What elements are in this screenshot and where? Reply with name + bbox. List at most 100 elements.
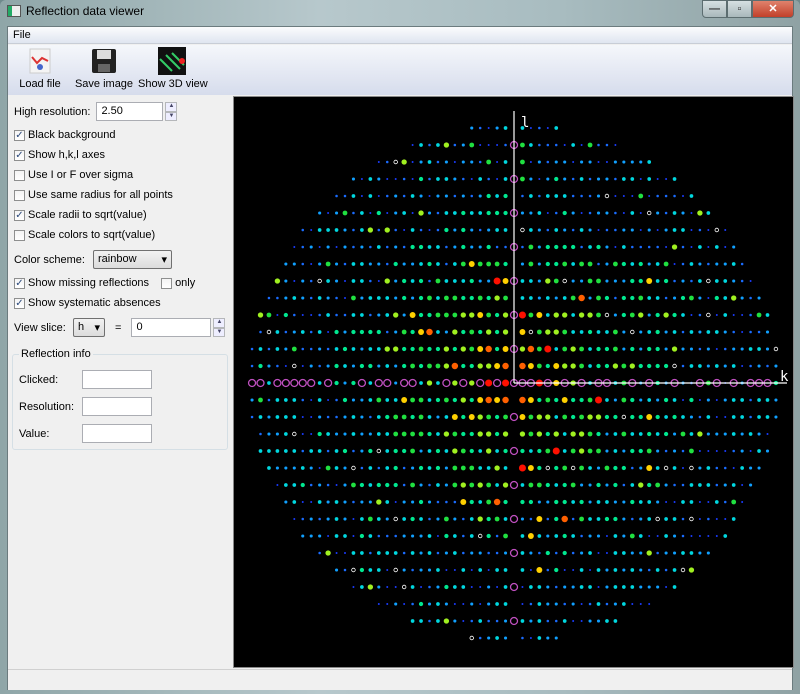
reflection-point xyxy=(385,160,389,164)
reflection-point xyxy=(360,500,364,504)
reflection-point xyxy=(688,567,695,573)
reflection-point xyxy=(622,330,626,334)
missing-reflection xyxy=(323,378,333,388)
reflection-point xyxy=(487,602,491,606)
status-bar xyxy=(8,669,792,690)
reflection-point xyxy=(580,245,583,249)
reflection-point xyxy=(571,279,575,283)
systematic-absence xyxy=(689,465,694,471)
reflection-viewer-canvas[interactable]: l k xyxy=(233,96,794,668)
show-missing-checkbox[interactable]: ✓ Show missing reflections xyxy=(14,277,150,289)
reflection-point xyxy=(470,194,474,198)
i-over-sigma-checkbox[interactable]: Use I or F over sigma xyxy=(14,169,133,181)
reflection-point xyxy=(656,229,659,231)
reflection-point xyxy=(258,397,263,403)
reflection-point xyxy=(394,211,398,215)
reflection-point xyxy=(411,178,414,180)
reflection-point xyxy=(309,364,313,368)
reflection-point xyxy=(588,347,592,351)
reflection-point xyxy=(605,398,609,402)
reflection-point xyxy=(706,211,711,215)
reflection-point xyxy=(301,433,304,435)
reflection-point xyxy=(536,567,543,573)
reflection-point xyxy=(309,330,313,334)
reflection-point xyxy=(731,398,736,402)
reflection-point xyxy=(554,228,559,232)
reflection-point xyxy=(486,466,491,470)
reflection-point xyxy=(578,431,585,437)
reflection-point xyxy=(587,278,593,284)
show-3d-view-button[interactable]: Show 3D view xyxy=(138,47,208,90)
high-resolution-input[interactable]: 2.50 xyxy=(96,102,164,121)
black-background-checkbox[interactable]: ✓ Black background xyxy=(14,129,116,141)
reflection-point xyxy=(352,500,355,504)
reflection-point xyxy=(647,431,652,437)
reflection-point xyxy=(587,397,593,403)
systematic-absence xyxy=(393,159,398,165)
reflection-point xyxy=(461,143,465,147)
reflection-point xyxy=(536,329,542,335)
chevron-down-icon: ▾ xyxy=(161,254,167,266)
reflection-point xyxy=(596,244,601,250)
reflection-point xyxy=(503,517,508,521)
reflection-point xyxy=(664,415,668,419)
reflection-point xyxy=(250,415,254,419)
minimize-button[interactable]: — xyxy=(702,0,727,18)
reflection-point xyxy=(537,160,541,164)
reflection-point xyxy=(613,516,618,522)
show-absences-checkbox[interactable]: ✓ Show systematic absences xyxy=(14,297,161,309)
missing-reflection xyxy=(492,378,502,388)
reflection-point xyxy=(376,296,381,300)
reflection-point xyxy=(673,279,676,283)
reflection-point xyxy=(757,466,761,470)
reflection-point xyxy=(545,329,551,335)
menu-file[interactable]: File xyxy=(13,29,31,41)
reflection-point xyxy=(673,263,676,265)
reflection-point xyxy=(648,535,651,537)
value-field[interactable] xyxy=(82,424,152,443)
systematic-absence xyxy=(393,516,398,522)
only-checkbox[interactable]: only xyxy=(161,277,195,289)
maximize-button[interactable]: ▫ xyxy=(727,0,752,18)
reflection-point xyxy=(493,277,501,285)
reflection-point xyxy=(757,347,761,351)
show-axes-checkbox[interactable]: ✓ Show h,k,l axes xyxy=(14,149,106,161)
reflection-point xyxy=(419,262,423,266)
reflection-plot[interactable]: l k xyxy=(234,97,793,667)
slice-value-input[interactable]: 0 xyxy=(131,318,212,337)
reflection-point xyxy=(774,364,778,368)
scale-radii-checkbox[interactable]: ✓ Scale radii to sqrt(value) xyxy=(14,209,147,221)
reflection-point xyxy=(376,482,381,488)
reflection-point xyxy=(631,466,634,470)
reflection-point xyxy=(545,414,551,420)
view-slice-label: View slice: xyxy=(14,321,66,334)
load-file-button[interactable]: Load file xyxy=(16,47,64,90)
slice-value-spinner[interactable]: ▲ ▼ xyxy=(213,318,226,337)
reflection-point xyxy=(715,432,719,436)
high-resolution-spinner[interactable]: ▲ ▼ xyxy=(165,102,178,121)
reflection-point xyxy=(605,262,609,266)
reflection-point xyxy=(723,364,727,368)
reflection-point xyxy=(639,347,643,351)
reflection-point xyxy=(293,280,296,282)
reflection-point xyxy=(369,551,372,555)
reflection-point xyxy=(546,534,550,538)
clicked-field[interactable] xyxy=(82,370,152,389)
systematic-absence xyxy=(655,516,660,522)
reflection-point xyxy=(470,586,473,588)
resolution-field[interactable] xyxy=(82,397,152,416)
reflection-point xyxy=(596,177,601,181)
reflection-point xyxy=(554,534,559,538)
reflection-point xyxy=(546,602,550,606)
save-image-button[interactable]: Save image xyxy=(74,47,134,90)
same-radius-checkbox[interactable]: Use same radius for all points xyxy=(14,189,173,201)
systematic-absence xyxy=(562,278,567,284)
reflection-point xyxy=(469,397,474,403)
slice-axis-select[interactable]: h ▾ xyxy=(73,318,105,337)
scale-colors-checkbox[interactable]: Scale colors to sqrt(value) xyxy=(14,229,155,241)
close-button[interactable]: ✕ xyxy=(752,0,794,18)
reflection-point xyxy=(411,534,415,538)
color-scheme-select[interactable]: rainbow ▾ xyxy=(93,250,172,269)
reflection-point xyxy=(326,296,330,300)
reflection-point xyxy=(689,295,694,301)
